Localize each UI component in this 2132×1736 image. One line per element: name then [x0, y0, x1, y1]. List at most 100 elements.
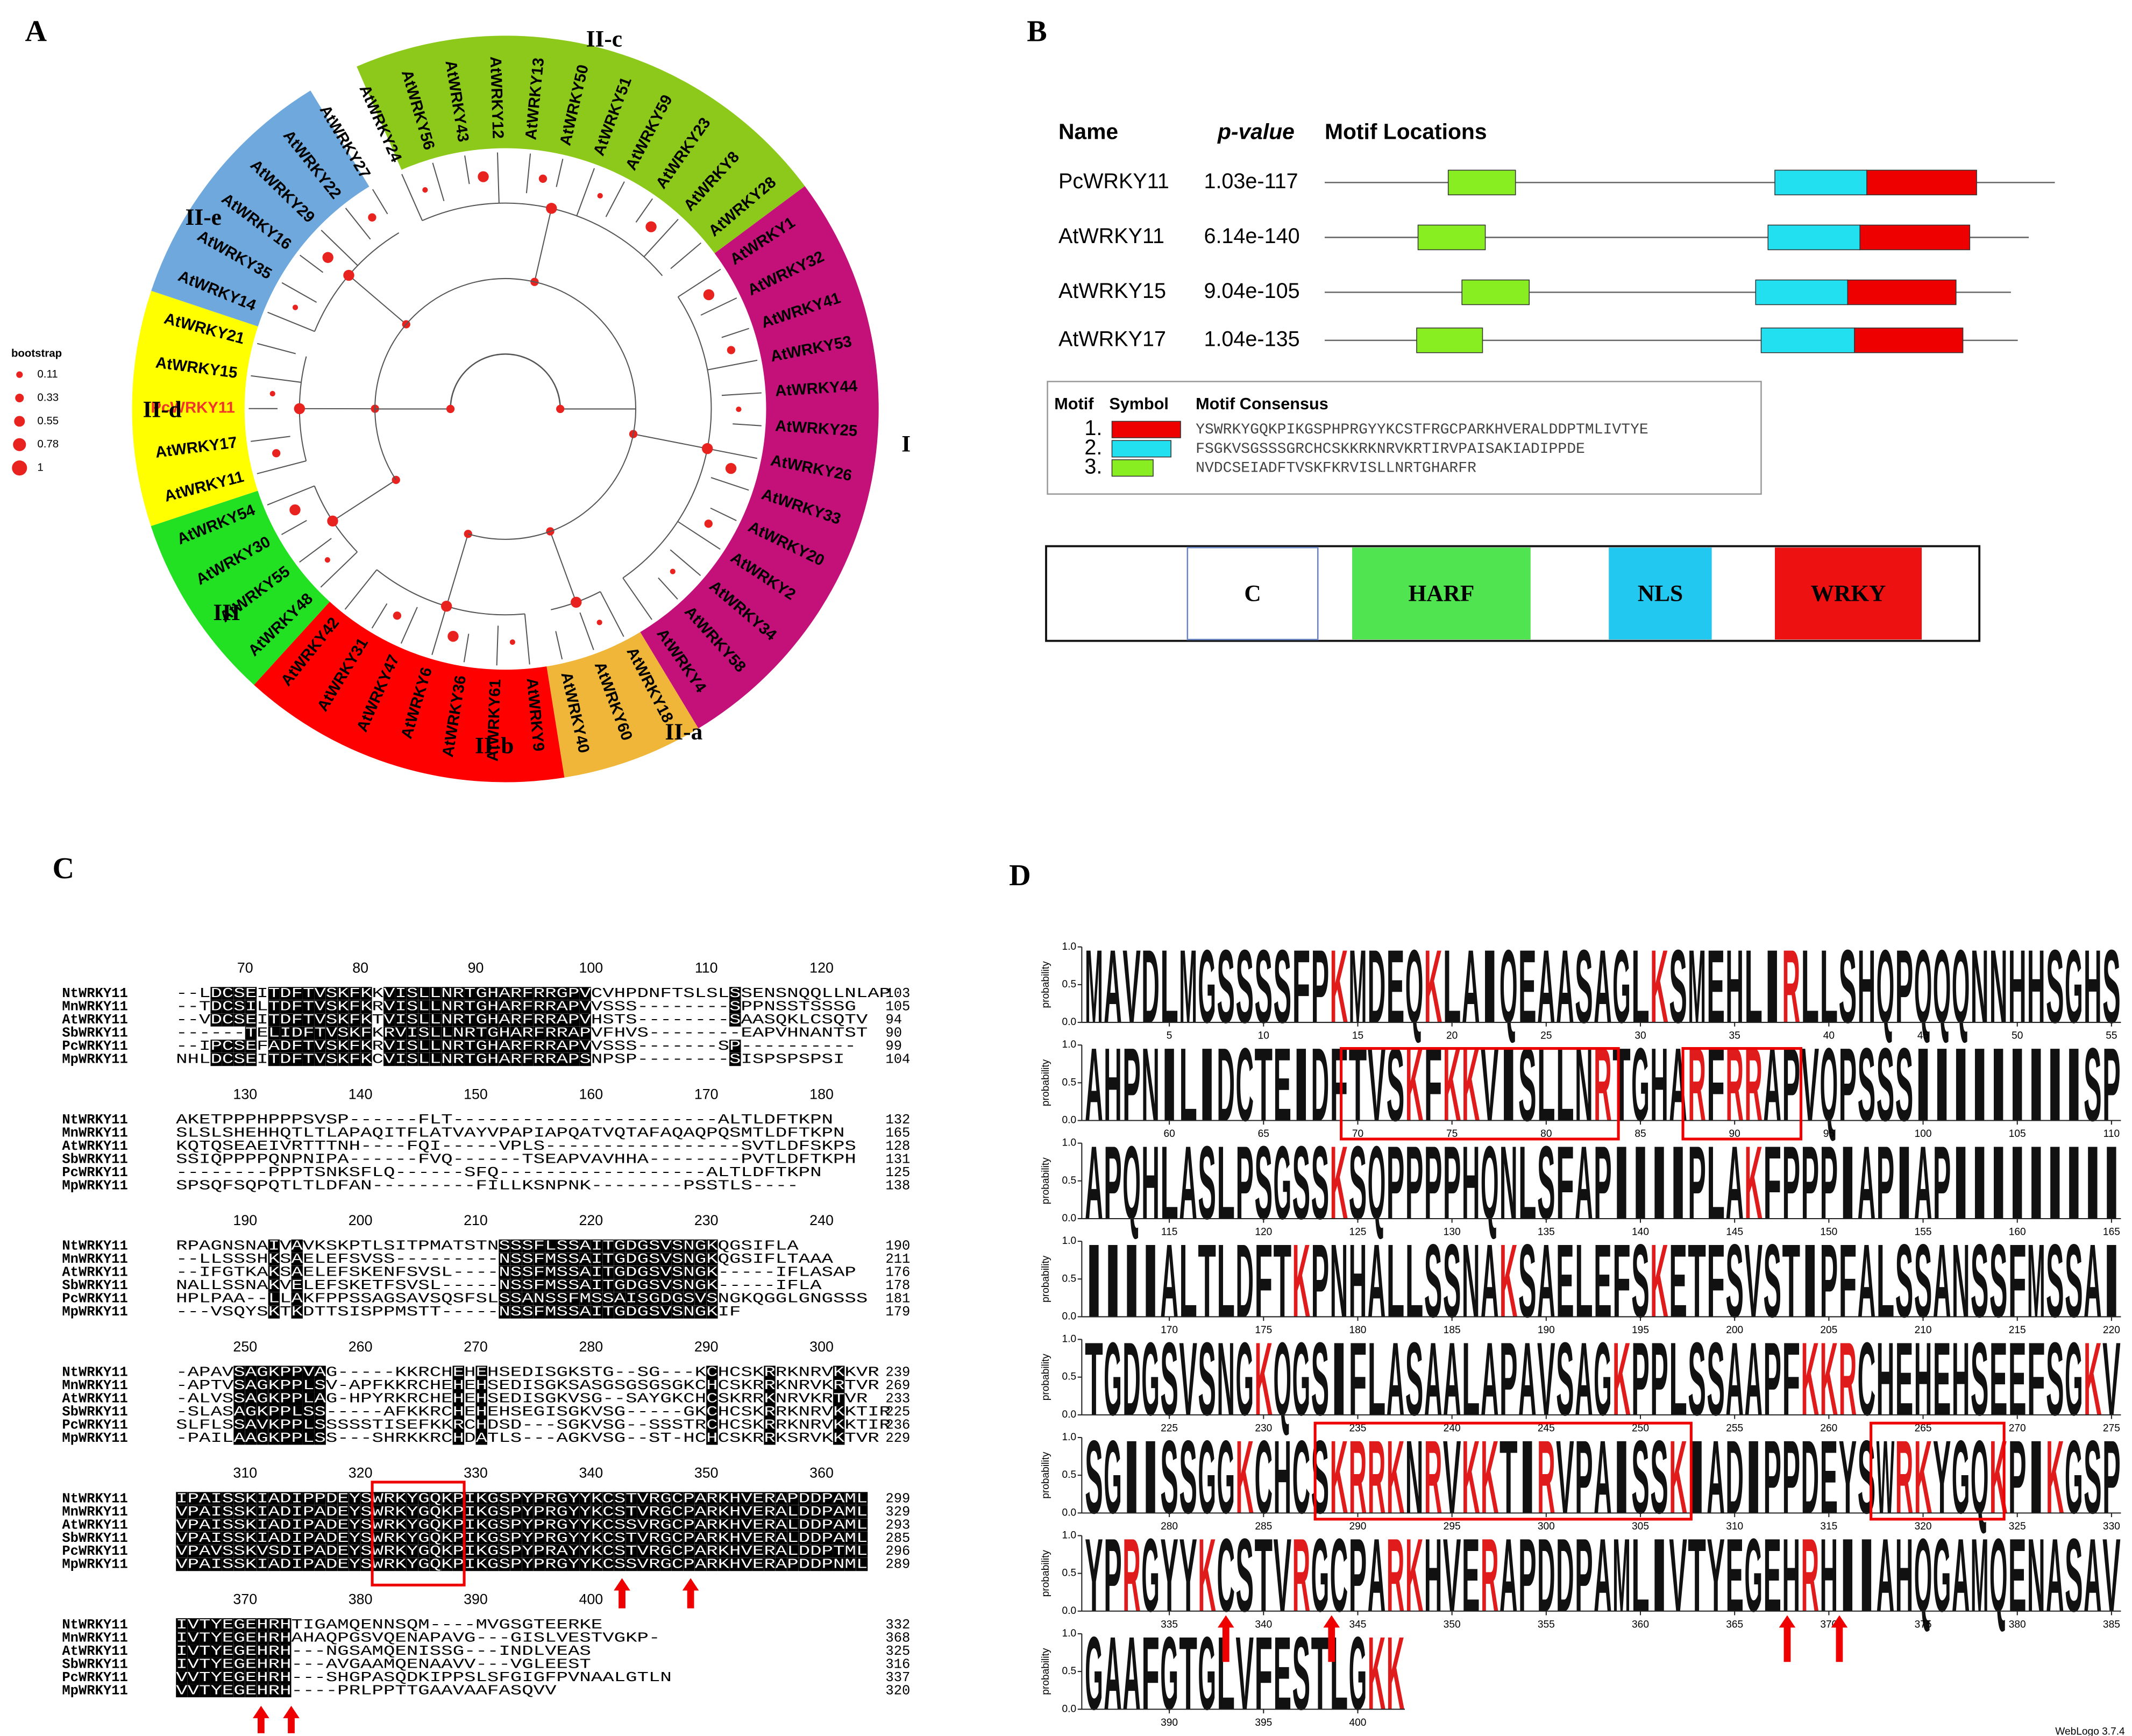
logo-letter: P: [1122, 1027, 1141, 1143]
x-tick-label: 335: [1161, 1619, 1178, 1630]
conserved-shade: [429, 1026, 442, 1040]
node-dot: [727, 346, 736, 354]
conserved-shade: [325, 1557, 338, 1571]
conserved-shade: [533, 1505, 545, 1519]
branch: [707, 359, 758, 371]
conserved-shade: [499, 1000, 510, 1014]
conserved-shade: [556, 1253, 568, 1266]
logo-letter: Y: [1839, 1419, 1857, 1535]
conserved-shade: [452, 1505, 465, 1519]
conserved-shade: [567, 1040, 580, 1053]
conserved-shade: [383, 1026, 395, 1040]
end-number: 239: [885, 1365, 910, 1381]
conserved-shade: [337, 1545, 349, 1558]
domain-label: C: [1244, 580, 1261, 606]
logo-letter: G: [2065, 1419, 2083, 1535]
conserved-shade: [499, 1253, 510, 1266]
conserved-shade: [245, 1379, 257, 1392]
conserved-shade: [452, 1545, 465, 1558]
x-tick-label: 80: [1540, 1128, 1552, 1140]
conserved-shade: [372, 1531, 384, 1545]
conserved-shade: [856, 1518, 868, 1532]
logo-letter: I: [1989, 1027, 2008, 1143]
logo-letter: K: [2084, 1321, 2102, 1438]
conserved-shade: [510, 1013, 522, 1027]
conserved-shade: [545, 1265, 557, 1279]
conserved-shade: [268, 1279, 280, 1292]
sequence-name: MnWRKY11: [62, 1504, 127, 1520]
logo-letter: V: [2102, 1517, 2121, 1634]
conserved-shade: [325, 1492, 338, 1505]
conserved-shade: [591, 1518, 603, 1532]
logo-letter: V: [1481, 1027, 1499, 1143]
end-number: 320: [885, 1683, 910, 1699]
sequence-name: MpWRKY11: [62, 1557, 127, 1573]
conserved-shade: [833, 1365, 845, 1379]
conserved-shade: [291, 1279, 303, 1292]
conserved-shade: [429, 1052, 442, 1066]
logo-letter: A: [2084, 1222, 2102, 1339]
conserved-shade: [302, 1000, 315, 1014]
logo-letter: S: [1292, 1125, 1311, 1241]
branch: [555, 631, 563, 660]
logo-letter: I: [1839, 1517, 1857, 1634]
logo-letter: D: [1141, 928, 1160, 1045]
logo-letter: G: [1085, 1615, 1103, 1732]
branch: [299, 254, 324, 273]
conserved-shade: [579, 1492, 591, 1505]
conserved-shade: [337, 1000, 349, 1014]
logo-letter: L: [1217, 1125, 1235, 1241]
conserved-shade: [660, 1531, 672, 1545]
conserved-shade: [844, 1557, 856, 1571]
logo-letter: Y: [1707, 1517, 1725, 1634]
ruler-label: 120: [809, 960, 834, 976]
y-tick-label: 0.0: [1062, 1409, 1077, 1420]
conserved-shade: [187, 1671, 200, 1684]
logo-letter: T: [1198, 1222, 1216, 1339]
conserved-shade: [741, 1557, 752, 1571]
x-tick-label: 105: [2009, 1128, 2026, 1140]
conserved-shade: [660, 1265, 672, 1279]
y-tick-label: 1.0: [1062, 1334, 1077, 1345]
conserved-shade: [210, 1618, 222, 1632]
conserved-shade: [280, 1040, 292, 1053]
logo-letter: E: [1518, 928, 1537, 1045]
x-tick-label: 360: [1632, 1619, 1649, 1630]
logo-letter: E: [1594, 1222, 1612, 1339]
logo-letter: N: [1575, 1027, 1593, 1143]
conserved-shade: [268, 1505, 280, 1519]
branch: [257, 460, 307, 474]
conserved-shade: [579, 1000, 591, 1014]
conserved-shade: [233, 1000, 245, 1014]
conserved-shade: [602, 1265, 614, 1279]
conserved-shade: [522, 1239, 534, 1253]
conserved-shade: [694, 1239, 707, 1253]
logo-letter: K: [1481, 1419, 1499, 1535]
conserved-shade: [510, 1253, 522, 1266]
end-number: 236: [885, 1418, 910, 1433]
x-tick-label: 185: [1444, 1325, 1461, 1336]
conserved-shade: [395, 1040, 407, 1053]
logo-letter: S: [2046, 1222, 2064, 1339]
branch: [464, 155, 470, 184]
logo-letter: S: [1707, 1321, 1725, 1438]
conserved-shade: [337, 1026, 349, 1040]
conserved-shade: [268, 1671, 280, 1684]
logo-letter: L: [1707, 1125, 1725, 1241]
conserved-shade: [567, 1026, 580, 1040]
conserved-shade: [372, 1557, 384, 1571]
node-dot: [324, 557, 330, 563]
sequence-name: AtWRKY11: [62, 1012, 127, 1028]
conserved-shade: [729, 987, 741, 1000]
logo-letter: R: [1839, 1321, 1857, 1438]
conserved-shade: [487, 1531, 499, 1545]
conserved-shade: [729, 1052, 741, 1066]
conserved-shade: [614, 1531, 626, 1545]
sequence-name: MpWRKY11: [62, 1052, 127, 1068]
end-number: 90: [885, 1026, 902, 1041]
sequence: SPSQFSQPQTLTLDFAN---------FILLKSNPNK----…: [176, 1178, 798, 1193]
conserved-shade: [833, 1505, 845, 1519]
conserved-shade: [395, 1505, 407, 1519]
logo-letter: H: [1104, 1027, 1122, 1143]
conserved-shade: [395, 987, 407, 1000]
